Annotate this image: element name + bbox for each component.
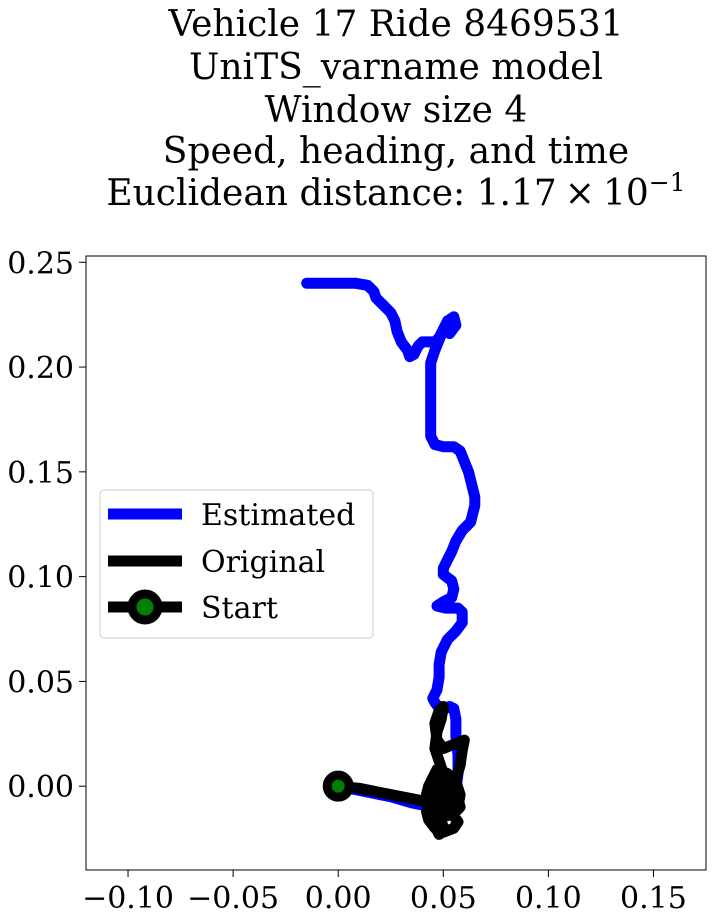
x-tick-label: 0.15 <box>620 881 687 916</box>
title-line-3: Window size 4 <box>265 90 528 131</box>
title-metric-base: 10 <box>603 173 649 214</box>
y-axis: 0.00 0.05 0.10 0.15 0.20 0.25 <box>7 246 86 805</box>
chart-title: Vehicle 17 Ride 8469531 UniTS_varname mo… <box>106 4 685 214</box>
title-line-5: Euclidean distance: 1.17 × 10−1 <box>106 168 685 214</box>
title-metric-mult: × <box>565 173 595 214</box>
title-metric-exp: −1 <box>649 168 686 197</box>
legend-start-marker <box>127 589 163 625</box>
legend-box <box>99 489 374 639</box>
x-tick-label: −0.05 <box>187 881 279 916</box>
x-axis: −0.10 −0.05 0.00 0.05 0.10 0.15 <box>82 870 687 916</box>
x-tick-label: −0.10 <box>82 881 174 916</box>
series-layer <box>301 277 481 840</box>
series-line-original <box>332 701 470 840</box>
x-tick-label: 0.05 <box>410 881 477 916</box>
y-tick-label: 0.05 <box>7 665 74 700</box>
title-line-2: UniTS_varname model <box>189 47 603 88</box>
legend-label-original: Original <box>201 545 325 580</box>
y-tick-label: 0.25 <box>7 246 74 281</box>
series-line-estimated <box>301 277 481 813</box>
plot-area-frame <box>85 255 707 871</box>
y-tick-label: 0.00 <box>7 770 74 805</box>
legend-label-start: Start <box>201 591 278 626</box>
y-tick-label: 0.20 <box>7 351 74 386</box>
title-line-1: Vehicle 17 Ride 8469531 <box>167 4 623 45</box>
start-point-marker <box>322 770 354 802</box>
title-metric-label: Euclidean distance: 1.17 <box>106 173 556 214</box>
title-line-4: Speed, heading, and time <box>163 131 629 172</box>
y-tick-label: 0.15 <box>7 456 74 491</box>
legend-label-estimated: Estimated <box>201 498 355 533</box>
y-tick-label: 0.10 <box>7 561 74 596</box>
legend: Estimated Original Start <box>99 489 374 639</box>
x-tick-label: 0.10 <box>515 881 582 916</box>
x-tick-label: 0.00 <box>305 881 372 916</box>
